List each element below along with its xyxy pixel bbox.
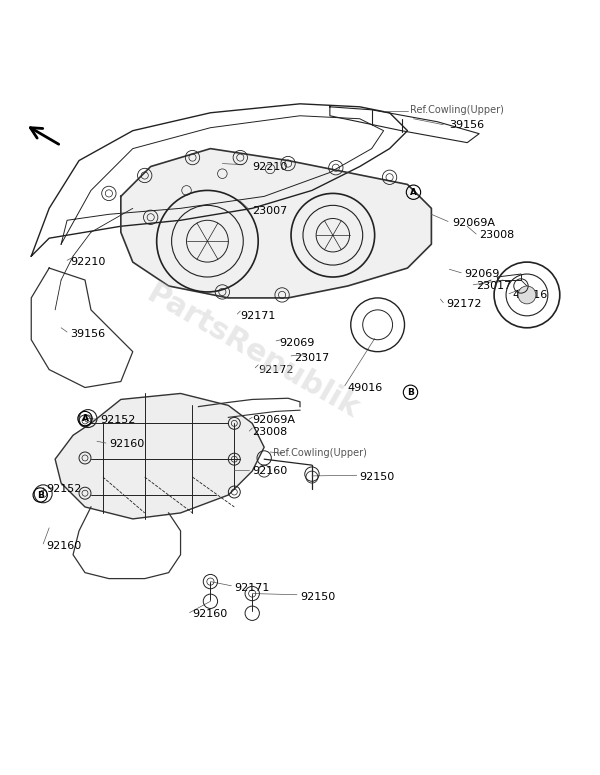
Circle shape xyxy=(518,286,536,304)
Text: 92152: 92152 xyxy=(46,484,82,494)
Text: 49016: 49016 xyxy=(512,290,547,300)
Polygon shape xyxy=(121,149,431,298)
Text: 92069: 92069 xyxy=(279,338,314,348)
Text: 23007: 23007 xyxy=(252,206,287,216)
Text: 92160: 92160 xyxy=(252,466,287,476)
Text: 92160: 92160 xyxy=(46,541,82,551)
Text: 92069: 92069 xyxy=(464,269,500,279)
Text: PartsRepublik: PartsRepublik xyxy=(141,279,364,424)
Text: B: B xyxy=(407,388,414,397)
Polygon shape xyxy=(55,394,264,519)
Text: 92210: 92210 xyxy=(252,161,287,171)
Text: 92160: 92160 xyxy=(109,439,144,449)
Text: 92210: 92210 xyxy=(70,257,106,267)
Text: 39156: 39156 xyxy=(70,329,105,339)
Text: Ref.Cowling(Upper): Ref.Cowling(Upper) xyxy=(410,105,505,115)
Text: 49016: 49016 xyxy=(348,383,383,392)
Text: 92152: 92152 xyxy=(100,415,136,425)
Text: 23008: 23008 xyxy=(252,427,287,437)
Text: 92160: 92160 xyxy=(193,609,228,619)
Text: 92069A: 92069A xyxy=(452,219,495,229)
Text: 23008: 23008 xyxy=(479,230,514,240)
Text: 23017: 23017 xyxy=(476,281,511,291)
Text: A: A xyxy=(82,414,89,423)
Text: 39156: 39156 xyxy=(449,119,484,129)
Text: 92069A: 92069A xyxy=(252,415,295,425)
Text: A: A xyxy=(410,188,417,197)
Text: B: B xyxy=(37,491,44,500)
Text: 23017: 23017 xyxy=(294,353,329,363)
Text: 92172: 92172 xyxy=(258,364,293,374)
Text: Ref.Cowling(Upper): Ref.Cowling(Upper) xyxy=(273,448,367,458)
Text: 92172: 92172 xyxy=(446,299,482,309)
Text: 92150: 92150 xyxy=(360,472,395,482)
Text: 92171: 92171 xyxy=(240,311,275,321)
Text: 92150: 92150 xyxy=(300,591,335,601)
Text: 92171: 92171 xyxy=(235,583,269,593)
